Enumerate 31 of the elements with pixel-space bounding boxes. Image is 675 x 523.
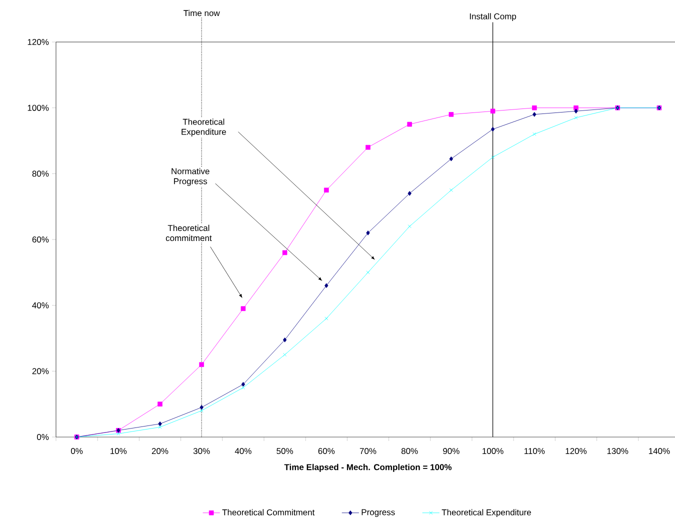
x-tick-label: 80% (401, 448, 418, 454)
x-tick-label: 100% (482, 448, 504, 454)
x-tick-label: 130% (607, 448, 628, 454)
x-tick-label: 70% (360, 448, 376, 454)
x-tick-label: 40% (234, 448, 252, 454)
ref-line-label: Install Comp (470, 13, 516, 22)
x-tick-label: 110% (524, 448, 545, 454)
x-tick-label: 90% (443, 448, 460, 454)
x-tick-label: 10% (110, 448, 127, 454)
annotation: Theoretical Expenditure (182, 118, 226, 137)
x-tick-label: 30% (193, 448, 210, 454)
legend-label: Theoretical Commitment (222, 509, 315, 516)
x-axis-title: Time Elapsed - Mech. Completion = 100% (284, 464, 452, 472)
x-tick-label: 120% (566, 448, 587, 454)
y-tick-label: 120% (28, 39, 49, 46)
y-tick-label: 0% (37, 434, 49, 440)
y-tick-label: 100% (28, 104, 49, 111)
x-tick-label: 140% (648, 448, 670, 454)
x-tick-label: 0% (70, 448, 83, 454)
ref-line-label: Time now (184, 10, 220, 16)
y-tick-label: 20% (32, 368, 49, 374)
legend-label: Theoretical Expenditure (442, 509, 531, 518)
y-tick-label: 80% (32, 170, 49, 177)
x-tick-label: 20% (152, 448, 168, 454)
legend-label: Progress (362, 509, 395, 517)
x-tick-label: 50% (276, 448, 294, 454)
annotation: Theoretical commitment (166, 224, 212, 242)
x-tick-label: 60% (318, 448, 335, 454)
y-tick-label: 60% (32, 236, 49, 243)
y-tick-label: 40% (32, 302, 49, 308)
annotation: Normative Progress (172, 168, 210, 186)
